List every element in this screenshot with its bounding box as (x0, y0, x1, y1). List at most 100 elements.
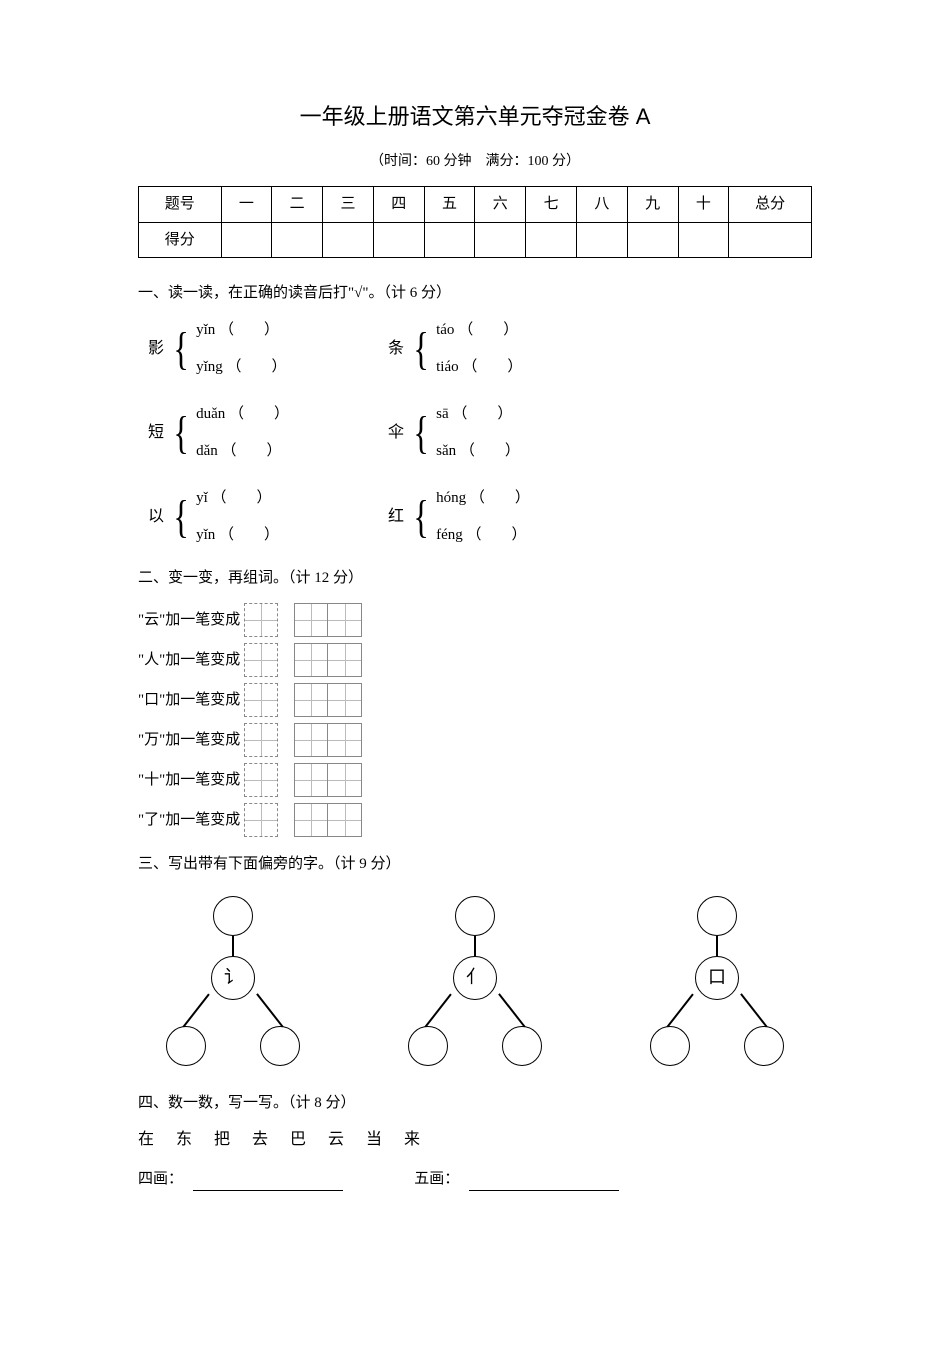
q3-row: 讠亻口 (138, 896, 812, 1076)
pinyin-option[interactable]: dǎn （ ） (196, 440, 279, 463)
score-cell[interactable] (323, 222, 374, 258)
check-paren[interactable]: （ ） (462, 356, 512, 379)
blank-line[interactable] (193, 1175, 343, 1191)
tree-node-blank[interactable] (408, 1026, 448, 1066)
tianzi-pair (294, 803, 362, 837)
tianzi-box[interactable] (328, 803, 362, 837)
tianzi-box[interactable] (294, 803, 328, 837)
pair-options: táo （ ） tiáo （ ） (436, 319, 512, 378)
score-value-row: 得分 (139, 222, 812, 258)
score-header-cell: 七 (526, 187, 577, 223)
tree-node-blank[interactable] (744, 1026, 784, 1066)
tianzi-box[interactable] (294, 683, 328, 717)
tianzi-box[interactable] (328, 643, 362, 677)
score-cell[interactable] (678, 222, 729, 258)
pinyin-option[interactable]: duǎn （ ） (196, 403, 279, 426)
q2-row: "万"加一笔变成 (138, 723, 812, 757)
pinyin-option[interactable]: sǎn （ ） (436, 440, 510, 463)
tianzi-box[interactable] (244, 723, 278, 757)
pinyin-option[interactable]: tiáo （ ） (436, 356, 512, 379)
tianzi-box[interactable] (294, 603, 328, 637)
radical-tree: 口 (632, 896, 802, 1076)
tianzi-box[interactable] (294, 723, 328, 757)
check-paren[interactable]: （ ） (452, 403, 502, 426)
tianzi-box[interactable] (244, 603, 278, 637)
tree-node-blank[interactable] (650, 1026, 690, 1066)
tree-line (498, 993, 525, 1027)
tree-node-blank[interactable] (502, 1026, 542, 1066)
tree-node-blank[interactable] (260, 1026, 300, 1066)
blank-line[interactable] (469, 1175, 619, 1191)
pinyin-option[interactable]: hóng （ ） (436, 487, 520, 510)
check-paren[interactable]: （ ） (460, 440, 510, 463)
score-cell[interactable] (526, 222, 577, 258)
pinyin-text: sǎn (436, 443, 456, 459)
pinyin-text: sā (436, 406, 449, 422)
tianzi-box[interactable] (294, 643, 328, 677)
score-cell[interactable] (576, 222, 627, 258)
check-paren[interactable]: （ ） (229, 403, 279, 426)
check-paren[interactable]: （ ） (219, 319, 269, 342)
check-paren[interactable]: （ ） (227, 356, 277, 379)
score-header-cell: 一 (221, 187, 272, 223)
tree-node-radical: 亻 (453, 956, 497, 1000)
tianzi-box[interactable] (244, 763, 278, 797)
tianzi-box[interactable] (328, 603, 362, 637)
score-header-cell: 八 (576, 187, 627, 223)
radical-tree: 讠 (148, 896, 318, 1076)
check-paren[interactable]: （ ） (470, 487, 520, 510)
score-cell[interactable] (221, 222, 272, 258)
score-cell[interactable] (424, 222, 475, 258)
pinyin-option[interactable]: féng （ ） (436, 524, 520, 547)
page-title: 一年级上册语文第六单元夺冠金卷 A (138, 100, 812, 133)
score-cell[interactable] (475, 222, 526, 258)
tianzi-box[interactable] (328, 683, 362, 717)
check-paren[interactable]: （ ） (467, 524, 517, 547)
q2-label: "十"加一笔变成 (138, 769, 240, 792)
brace-icon: { (413, 494, 428, 540)
q4-chars: 在东把去巴云当来 (138, 1128, 812, 1152)
pinyin-text: yǐng (196, 359, 223, 375)
tree-node-blank[interactable] (166, 1026, 206, 1066)
tianzi-pair (294, 643, 362, 677)
pinyin-option[interactable]: táo （ ） (436, 319, 512, 342)
pair-char: 影 (148, 337, 164, 361)
brace-icon: { (173, 410, 188, 456)
score-cell[interactable] (373, 222, 424, 258)
pair-options: hóng （ ） féng （ ） (436, 487, 520, 546)
tianzi-box[interactable] (244, 643, 278, 677)
score-table: 题号一二三四五六七八九十总分 得分 (138, 186, 812, 258)
tree-node-blank[interactable] (697, 896, 737, 936)
q2-label: "云"加一笔变成 (138, 609, 240, 632)
tianzi-box[interactable] (294, 763, 328, 797)
score-header-cell: 题号 (139, 187, 222, 223)
score-cell[interactable] (627, 222, 678, 258)
radical-tree: 亻 (390, 896, 560, 1076)
tianzi-box[interactable] (244, 683, 278, 717)
pinyin-option[interactable]: yǐ （ ） (196, 487, 269, 510)
pinyin-pair: 红{hóng （ ）féng （ ） (388, 487, 588, 547)
tree-node-blank[interactable] (213, 896, 253, 936)
tree-line (256, 993, 283, 1027)
q2-row: "口"加一笔变成 (138, 683, 812, 717)
check-paren[interactable]: （ ） (458, 319, 508, 342)
score-cell[interactable] (729, 222, 812, 258)
pinyin-option[interactable]: yǐn （ ） (196, 319, 276, 342)
check-paren[interactable]: （ ） (219, 524, 269, 547)
check-paren[interactable]: （ ） (222, 440, 272, 463)
tianzi-box[interactable] (328, 763, 362, 797)
pinyin-pair: 以{yǐ （ ）yǐn （ ） (148, 487, 348, 547)
tianzi-box[interactable] (244, 803, 278, 837)
score-cell[interactable] (272, 222, 323, 258)
pinyin-text: yǐn (196, 322, 215, 338)
tree-node-radical: 讠 (211, 956, 255, 1000)
pinyin-option[interactable]: yǐn （ ） (196, 524, 269, 547)
tianzi-box[interactable] (328, 723, 362, 757)
tree-node-blank[interactable] (455, 896, 495, 936)
pinyin-option[interactable]: sā （ ） (436, 403, 510, 426)
score-header-cell: 十 (678, 187, 729, 223)
q2-list: "云"加一笔变成"人"加一笔变成"口"加一笔变成"万"加一笔变成"十"加一笔变成… (138, 603, 812, 837)
pinyin-option[interactable]: yǐng （ ） (196, 356, 276, 379)
check-paren[interactable]: （ ） (212, 487, 262, 510)
pinyin-text: dǎn (196, 443, 218, 459)
